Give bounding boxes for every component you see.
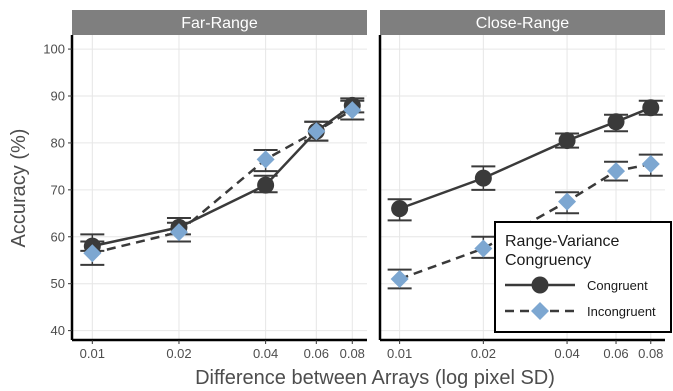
y-tick-label: 50	[51, 276, 65, 291]
legend-marker	[531, 276, 549, 294]
data-point-incongruent	[558, 192, 577, 211]
y-axis-title: Accuracy (%)	[8, 129, 30, 248]
data-point-incongruent	[307, 122, 326, 141]
y-tick-label: 40	[51, 323, 65, 338]
data-point-incongruent	[169, 223, 188, 242]
data-point-incongruent	[474, 239, 493, 258]
data-point-congruent	[474, 169, 492, 187]
legend-marker	[531, 302, 549, 320]
y-tick-label: 80	[51, 135, 65, 150]
panel-strip	[380, 10, 665, 35]
data-point-congruent	[607, 113, 625, 131]
y-tick-label: 70	[51, 182, 65, 197]
legend-box	[494, 221, 672, 333]
legend-label: Congruent	[587, 278, 648, 293]
data-point-congruent	[642, 99, 660, 117]
data-point-congruent	[257, 176, 275, 194]
data-point-incongruent	[390, 270, 409, 288]
data-point-congruent	[391, 200, 409, 218]
x-tick-label: 0.01	[387, 346, 412, 361]
x-tick-label: 0.08	[340, 346, 365, 361]
legend-item-congruent: Congruent	[505, 276, 648, 294]
series-congruent	[387, 99, 663, 222]
x-tick-label: 0.01	[80, 346, 105, 361]
data-point-incongruent	[607, 162, 626, 181]
legend-label: Incongruent	[587, 304, 656, 319]
y-tick-label: 90	[51, 89, 65, 104]
data-point-congruent	[558, 132, 576, 150]
x-tick-label: 0.06	[304, 346, 329, 361]
panel-1: Close-Range 0.01 0.02 0.04 0.06 0.08	[378, 10, 665, 361]
data-point-incongruent	[256, 150, 275, 169]
legend: Range-Variance Congruency Congruent Incongr…	[494, 221, 672, 333]
x-tick-label: 0.04	[554, 346, 579, 361]
panel-title: Far-Range	[181, 15, 258, 32]
panel-title: Close-Range	[476, 15, 569, 32]
data-point-incongruent	[641, 155, 660, 174]
legend-title-line2: Congruency	[505, 252, 591, 269]
x-tick-label: 0.06	[603, 346, 628, 361]
panel-0: Far-Range 40 50 60 70 80 90 100 0.01 0.02 0.04 0.06…	[43, 10, 367, 361]
panel-strip	[72, 10, 367, 35]
x-axis-title: Difference between Arrays (log pixel SD)	[195, 367, 555, 389]
data-point-incongruent	[343, 101, 362, 120]
x-tick-label: 0.02	[471, 346, 496, 361]
data-point-incongruent	[83, 244, 102, 263]
series-incongruent	[387, 153, 663, 290]
y-tick-label: 100	[43, 42, 65, 57]
series-incongruent	[80, 99, 365, 266]
series-congruent	[80, 96, 365, 255]
y-tick-label: 60	[51, 229, 65, 244]
legend-title-line1: Range-Variance	[505, 233, 620, 250]
x-tick-label: 0.02	[166, 346, 191, 361]
x-tick-label: 0.08	[638, 346, 663, 361]
legend-item-incongruent: Incongruent	[505, 302, 656, 320]
x-tick-label: 0.04	[253, 346, 278, 361]
